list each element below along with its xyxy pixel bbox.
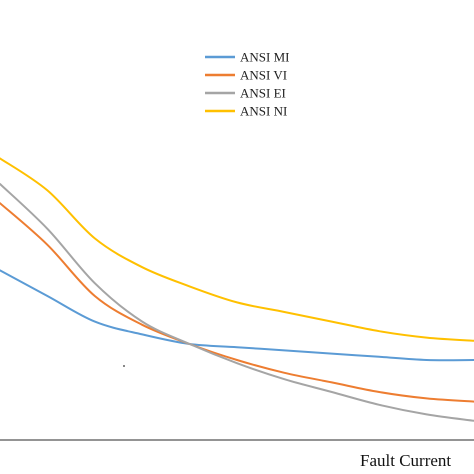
series-layer [0,157,474,422]
series-line-ansi-ni [0,157,474,342]
series-line-ansi-mi [0,269,474,362]
series-line-ansi-vi [0,202,474,403]
legend: ANSI MI ANSI VI ANSI EI ANSI NI [205,50,289,119]
legend-label: ANSI MI [240,50,289,65]
series-line-ansi-ei [0,183,474,422]
legend-label: ANSI EI [240,86,286,101]
stray-dot-mark [123,365,125,367]
legend-label: ANSI VI [240,68,287,83]
x-axis-title: Fault Current [360,451,451,470]
legend-label: ANSI NI [240,104,287,119]
